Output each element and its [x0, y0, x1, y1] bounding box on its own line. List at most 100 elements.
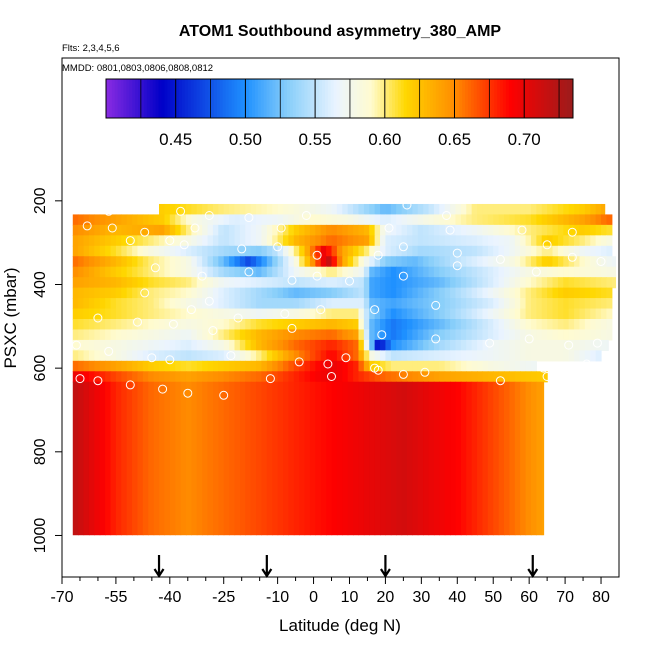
observation-marker — [276, 223, 286, 233]
x-tick-label: 30 — [412, 589, 430, 606]
heatmap-cell — [509, 287, 516, 299]
heatmap-cell — [331, 287, 338, 299]
heatmap-cell — [272, 339, 279, 351]
heatmap-cell — [159, 360, 166, 372]
heatmap-cell — [584, 350, 591, 362]
heatmap-cell — [115, 235, 122, 247]
heatmap-cell — [471, 371, 478, 383]
heatmap-cell — [288, 329, 295, 341]
observation-marker — [273, 242, 283, 252]
heatmap-cell — [245, 381, 252, 536]
heatmap-cell — [455, 203, 462, 216]
observation-marker — [287, 323, 297, 333]
heatmap-cell — [326, 360, 333, 372]
heatmap-cell — [159, 203, 166, 216]
heatmap-cell — [584, 214, 591, 226]
heatmap-cell — [369, 360, 376, 372]
heatmap-cell — [568, 350, 575, 362]
heatmap-cell — [180, 203, 187, 216]
heatmap-cell — [185, 214, 192, 226]
heatmap-cell — [460, 319, 467, 331]
heatmap-cell — [164, 319, 171, 331]
colorbar-swatch — [546, 79, 551, 118]
heatmap-cell — [385, 203, 392, 216]
colorbar-swatch — [257, 79, 262, 118]
heatmap-cell — [256, 319, 263, 331]
colorbar-swatch — [444, 79, 448, 118]
heatmap-cell — [272, 235, 279, 247]
heatmap-cell — [347, 245, 354, 257]
observation-marker — [125, 380, 135, 390]
heatmap-cell — [245, 256, 252, 268]
heatmap-cell — [277, 350, 284, 362]
heatmap-cell — [595, 203, 602, 216]
heatmap-cell — [229, 298, 236, 310]
heatmap-cell — [525, 298, 532, 310]
heatmap-cell — [202, 298, 209, 310]
heatmap-cell — [487, 329, 494, 341]
heatmap-cell — [72, 235, 79, 247]
heatmap-cell — [326, 329, 333, 341]
heatmap-cell — [336, 339, 343, 351]
heatmap-cell — [563, 319, 570, 331]
colorbar-swatch — [409, 79, 413, 118]
heatmap-cell — [504, 371, 510, 383]
heatmap-cell — [498, 224, 505, 236]
heatmap-cell — [611, 256, 616, 268]
heatmap-cell — [293, 308, 300, 320]
heatmap-cell — [261, 256, 268, 268]
heatmap-cell — [369, 319, 376, 331]
heatmap-cell — [239, 266, 246, 278]
heatmap-cell — [595, 339, 602, 351]
heatmap-cell — [191, 287, 198, 299]
heatmap-cell — [460, 308, 467, 320]
heatmap-cell — [606, 329, 613, 341]
heatmap-cell — [94, 277, 101, 289]
colorbar-swatch — [272, 79, 276, 118]
heatmap-cell — [525, 308, 532, 320]
heatmap-cell — [493, 350, 500, 362]
heatmap-cell — [180, 350, 187, 362]
heatmap-cell — [380, 371, 387, 383]
heatmap-cell — [444, 256, 451, 268]
colorbar-swatch — [549, 79, 554, 118]
heatmap-cell — [331, 350, 338, 362]
heatmap-cell — [164, 214, 171, 226]
heatmap-cell — [169, 266, 176, 278]
heatmap-cell — [283, 350, 289, 362]
heatmap-cell — [180, 256, 187, 268]
heatmap-cell — [541, 298, 548, 310]
heatmap-cell — [342, 203, 349, 216]
heatmap-cell — [460, 266, 467, 278]
heatmap-cell — [299, 350, 306, 362]
heatmap-cell — [412, 214, 419, 226]
heatmap-cell — [493, 203, 500, 216]
heatmap-cell — [541, 256, 548, 268]
heatmap-cell — [595, 287, 602, 299]
heatmap-cell — [153, 287, 160, 299]
heatmap-cell — [347, 360, 354, 372]
heatmap-cell — [121, 245, 128, 257]
colorbar-swatch — [155, 79, 160, 118]
heatmap-cell — [455, 277, 462, 289]
heatmap-cell — [309, 298, 316, 310]
heatmap-cell — [460, 277, 467, 289]
heatmap-cell — [412, 203, 419, 216]
heatmap-cell — [250, 339, 257, 351]
heatmap-cell — [159, 339, 166, 351]
heatmap-cell — [212, 277, 219, 289]
heatmap-cell — [148, 371, 155, 383]
heatmap-cell — [336, 224, 343, 236]
heatmap-cell — [105, 235, 112, 247]
heatmap-cell — [126, 381, 133, 536]
colorbar-swatch — [284, 79, 288, 118]
heatmap-cell — [293, 235, 300, 247]
heatmap-cell — [482, 350, 489, 362]
heatmap-cell — [223, 381, 230, 536]
colorbar-swatch — [216, 79, 221, 118]
heatmap-cell — [336, 329, 343, 341]
heatmap-cell — [309, 203, 316, 216]
heatmap-cell — [601, 235, 608, 247]
heatmap-cell — [568, 214, 575, 226]
heatmap-cell — [563, 235, 570, 247]
